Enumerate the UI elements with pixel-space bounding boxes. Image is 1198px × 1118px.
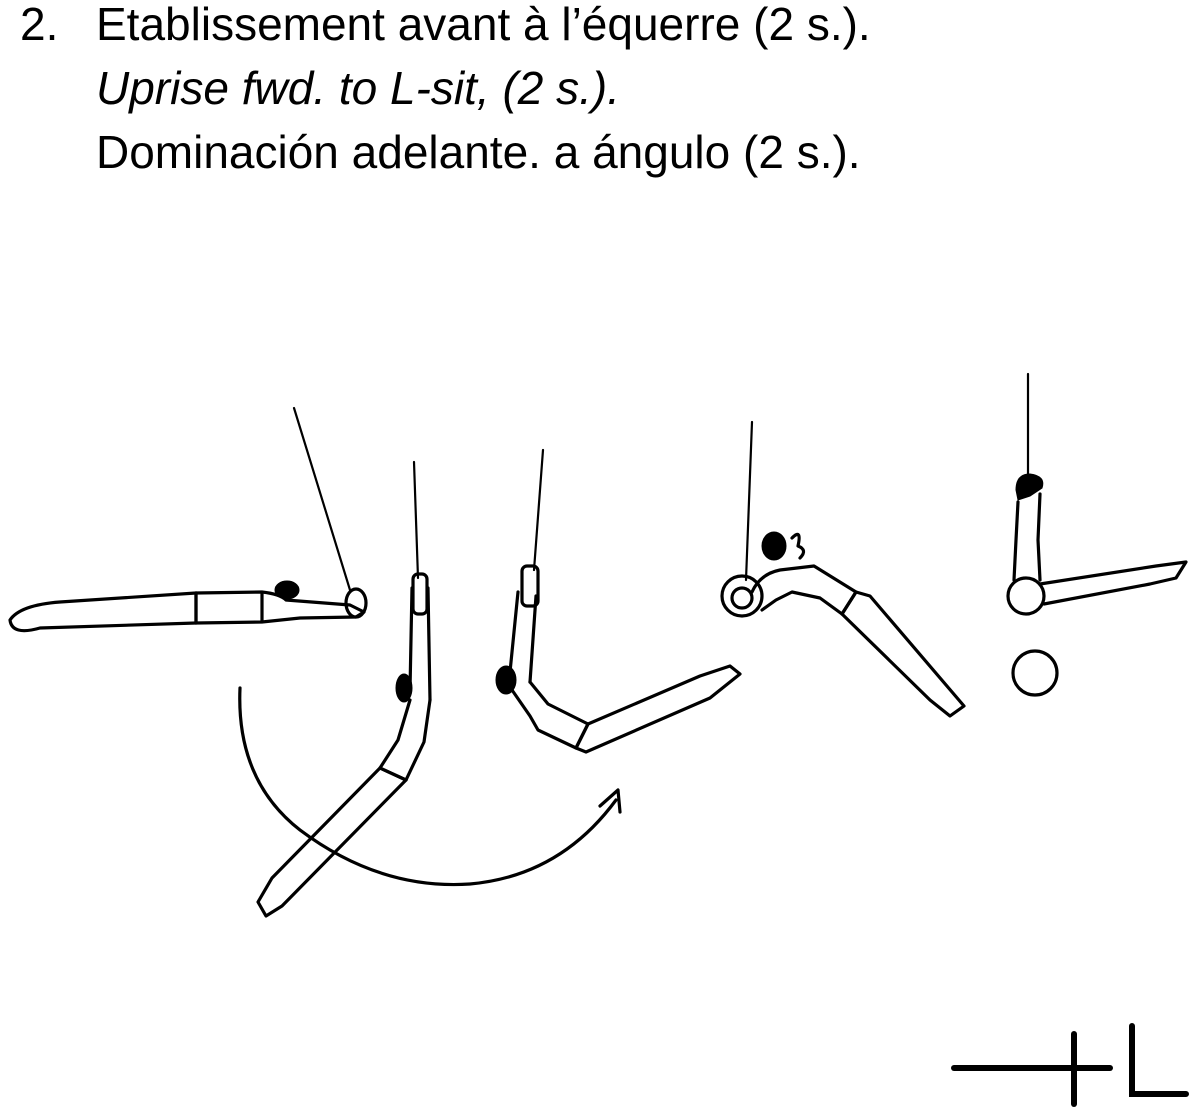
ring-4-inner: [730, 586, 754, 610]
caption-english: Uprise fwd. to L-sit, (2 s.).: [96, 62, 621, 114]
figure-3-pike-hang: [495, 448, 742, 754]
waist-line: [840, 590, 858, 616]
head: [495, 665, 517, 695]
ring-5: [1006, 576, 1046, 616]
element-number: 2.: [20, 0, 59, 50]
rotation-arc: [238, 686, 618, 887]
arms: [508, 590, 538, 684]
hold-circle: [1011, 649, 1059, 697]
hair-curl: [790, 532, 806, 560]
ring-4: [720, 574, 764, 618]
trunk: [510, 680, 590, 750]
legs: [840, 590, 966, 718]
waist-line: [574, 722, 590, 750]
caption-spanish: Dominación adelante. a ángulo (2 s.).: [96, 126, 861, 178]
trunk: [378, 698, 432, 782]
ring-strap-2: [412, 460, 420, 580]
arrow-head: [598, 788, 622, 814]
ring-2: [411, 572, 429, 616]
head: [395, 673, 413, 703]
legs: [8, 591, 198, 633]
head: [1015, 473, 1044, 501]
head: [761, 531, 787, 561]
caption-french: Etablissement avant à l’équerre (2 s.).: [96, 0, 871, 50]
ring-strap-3: [532, 448, 545, 572]
head: [274, 580, 300, 600]
ring-3: [520, 564, 540, 608]
legs: [1038, 560, 1188, 606]
trunk: [1012, 492, 1042, 582]
element-caption: 2. Etablissement avant à l’équerre (2 s.…: [0, 0, 1198, 200]
trunk: [750, 564, 858, 616]
ring-strap-4: [744, 420, 754, 582]
figure-4-uprise: [720, 420, 966, 718]
value-symbol: [951, 1023, 1189, 1107]
value-symbol-l: [1129, 1023, 1189, 1097]
legs: [256, 766, 408, 918]
rotation-arrow: [238, 686, 622, 887]
figure-1-front-support-swing: [8, 406, 368, 633]
figure-2-hang-legs-down: [256, 460, 432, 918]
legs: [574, 664, 742, 754]
figure-5-l-sit: [1006, 372, 1188, 697]
ring-strap-1: [292, 406, 352, 592]
arms: [408, 586, 432, 702]
waist-line: [378, 766, 408, 782]
